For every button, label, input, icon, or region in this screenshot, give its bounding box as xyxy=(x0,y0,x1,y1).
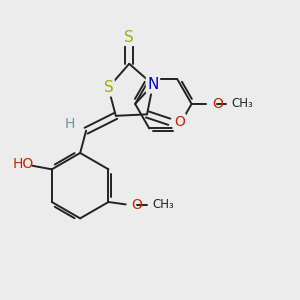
Text: S: S xyxy=(103,80,113,95)
Text: S: S xyxy=(124,30,134,45)
Text: O: O xyxy=(132,198,142,212)
Text: H: H xyxy=(64,117,75,131)
Text: HO: HO xyxy=(13,157,34,171)
Text: CH₃: CH₃ xyxy=(231,98,253,110)
Text: O: O xyxy=(212,97,223,111)
Text: N: N xyxy=(147,77,159,92)
Text: CH₃: CH₃ xyxy=(152,199,174,212)
Text: O: O xyxy=(174,115,185,129)
